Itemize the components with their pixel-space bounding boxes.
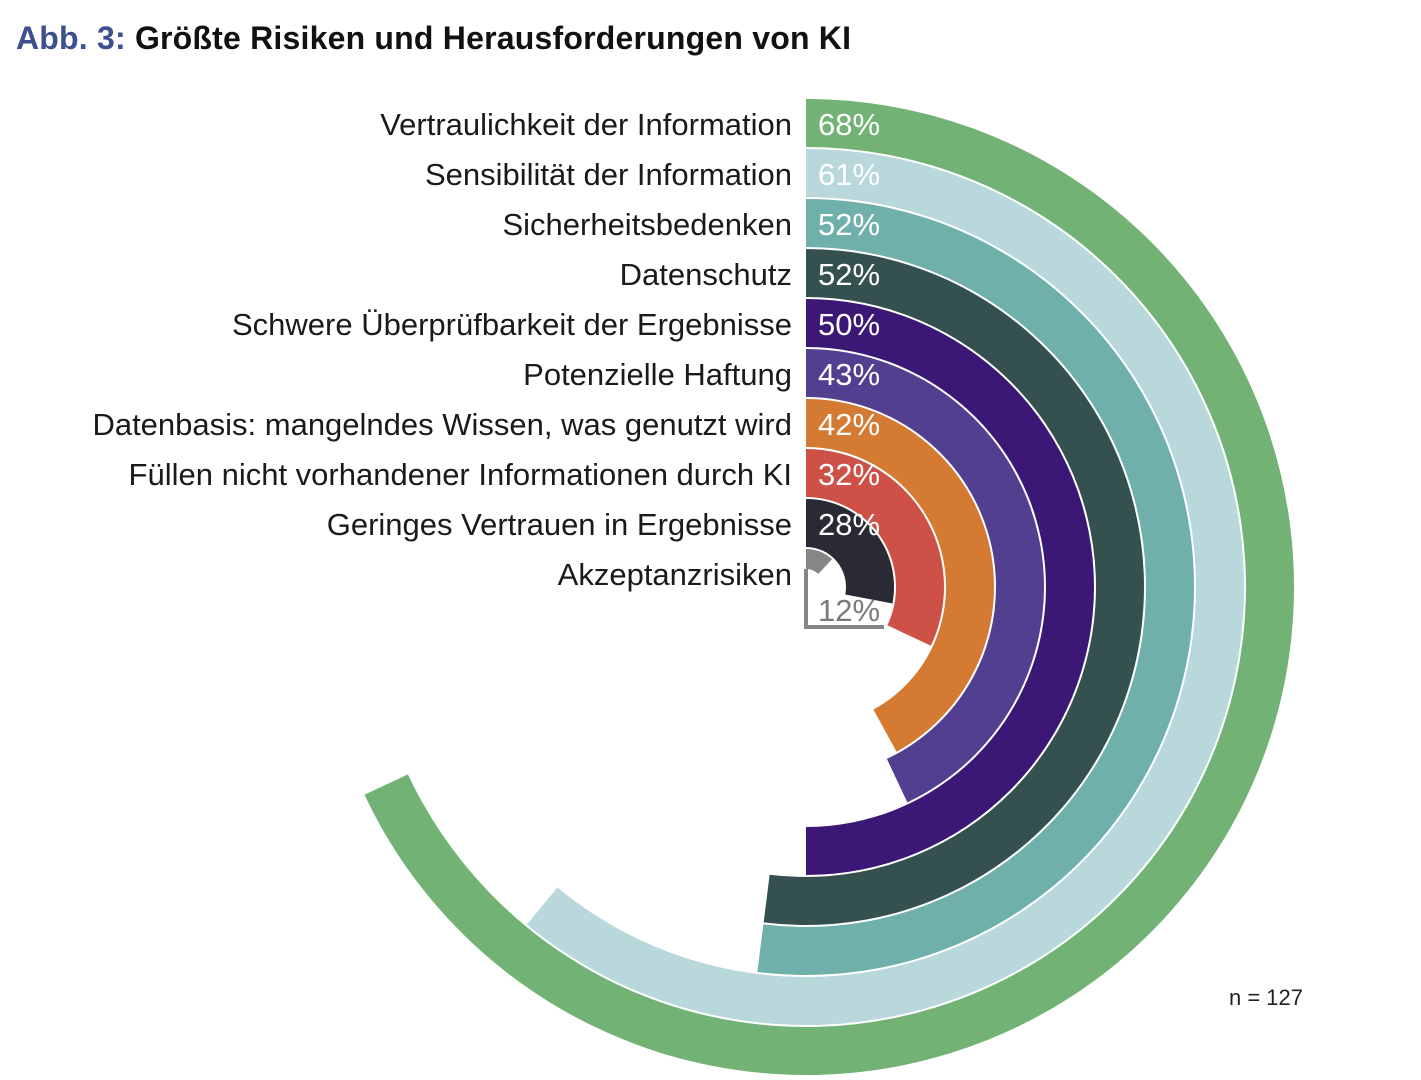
- value-label: 28%: [818, 507, 880, 542]
- category-label: Datenschutz: [620, 257, 792, 292]
- category-label: Geringes Vertrauen in Ergebnisse: [327, 507, 792, 542]
- category-label: Füllen nicht vorhandener Informationen d…: [129, 457, 792, 492]
- bar-ring-6: [806, 349, 1044, 803]
- value-label: 68%: [818, 107, 880, 142]
- value-label: 32%: [818, 457, 880, 492]
- value-label: 43%: [818, 357, 880, 392]
- bar-ring-8: [806, 449, 944, 646]
- inner-frame: [804, 569, 884, 629]
- value-label: 12%: [818, 593, 880, 628]
- value-label: 52%: [818, 207, 880, 242]
- value-label: 50%: [818, 307, 880, 342]
- category-label: Datenbasis: mangelndes Wissen, was genut…: [92, 407, 792, 442]
- category-label: Schwere Überprüfbarkeit der Ergebnisse: [232, 307, 792, 342]
- bar-ring-5: [806, 299, 1094, 875]
- value-label: 42%: [818, 407, 880, 442]
- category-label: Akzeptanzrisiken: [558, 557, 792, 592]
- figure-number: Abb. 3:: [16, 20, 126, 56]
- chart-title: Abb. 3: Größte Risiken und Herausforderu…: [16, 20, 851, 57]
- category-label: Sensibilität der Information: [425, 157, 792, 192]
- bar-ring-2: [526, 149, 1244, 1025]
- value-label: 52%: [818, 257, 880, 292]
- figure-title: Größte Risiken und Herausforderungen von…: [134, 20, 852, 56]
- category-label: Vertraulichkeit der Information: [380, 107, 792, 142]
- category-label: Sicherheitsbedenken: [502, 207, 792, 242]
- category-label: Potenzielle Haftung: [523, 357, 792, 392]
- bar-ring-10: [806, 549, 833, 574]
- sample-size-note: n = 127: [1228, 985, 1303, 1010]
- value-label: 61%: [818, 157, 880, 192]
- bar-ring-7: [806, 399, 994, 752]
- bar-ring-9: [806, 499, 895, 604]
- bar-ring-4: [763, 249, 1144, 925]
